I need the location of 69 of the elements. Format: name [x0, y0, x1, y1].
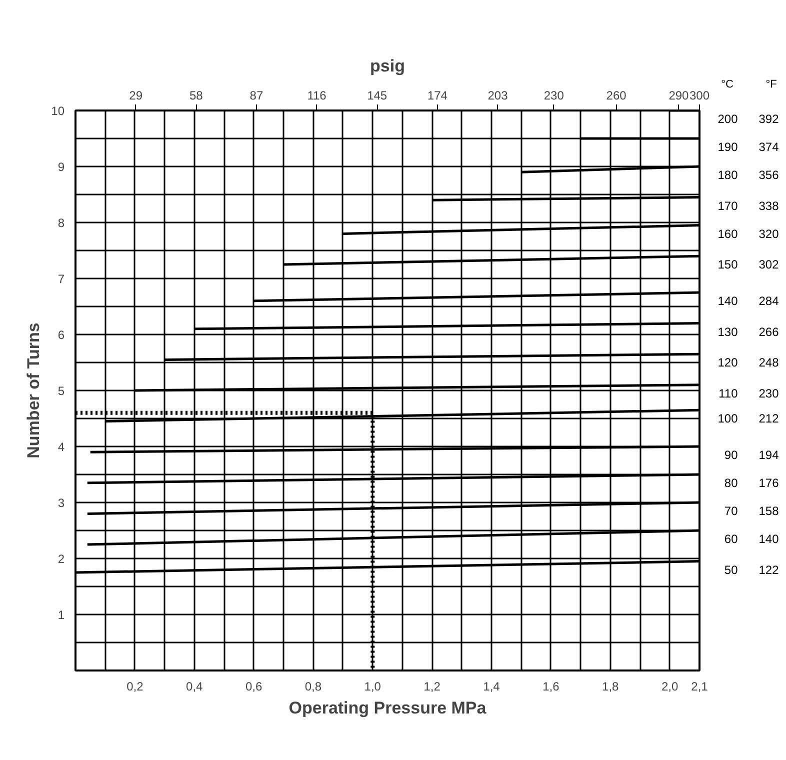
y-tick-label: 10 [51, 104, 65, 118]
y-tick-label: 6 [58, 328, 65, 342]
series-label: 100 [718, 412, 738, 426]
x2-axis-title: psig [370, 56, 405, 76]
text: 284 [758, 294, 780, 308]
y-tick-label: 9 [58, 160, 65, 174]
x2-tick-label: 116 [307, 88, 327, 102]
text: 80 [724, 476, 738, 490]
series-label: 150 [718, 258, 738, 272]
text: 194 [758, 448, 780, 462]
series-label: 160 [718, 226, 738, 241]
x2-tick-label: 29 [129, 88, 143, 102]
x-tick-label: 0,6 [245, 680, 262, 694]
x-tick-label: 2,0 [661, 680, 678, 694]
text: 212 [758, 412, 780, 426]
text: 248 [758, 356, 780, 370]
text: 158 [758, 504, 780, 518]
text: 392 [758, 112, 780, 126]
text: 374 [758, 140, 780, 154]
series-label: 130 [718, 324, 738, 339]
x2-tick-label: 87 [250, 88, 264, 102]
text: 338 [758, 198, 780, 213]
x-tick-label: 0,8 [304, 680, 322, 694]
series-label: 200 [718, 112, 738, 126]
series-label: 120 [718, 356, 738, 370]
text: °F [766, 78, 778, 90]
text: 302 [758, 258, 780, 272]
text: 50 [724, 562, 738, 577]
x2-tick-label: 145 [367, 88, 388, 102]
y-axis-title: Number of Turns [24, 322, 44, 458]
text: 122 [758, 562, 780, 577]
series-label: 140 [718, 294, 738, 308]
text: 230 [758, 386, 780, 400]
x-tick-label: 1,6 [542, 680, 560, 694]
text: 90 [724, 448, 738, 462]
text: 140 [758, 532, 780, 546]
x-tick-label: 0,4 [186, 680, 204, 694]
x-tick-label: 1,2 [424, 680, 441, 694]
y-tick-label: 3 [58, 496, 65, 510]
text: 356 [758, 168, 780, 182]
x-tick-label: 1,4 [483, 680, 500, 694]
y-tick-label: 8 [58, 216, 65, 230]
x-tick-label: 0,2 [126, 680, 144, 694]
y-tick-label: 2 [58, 552, 65, 566]
text: 266 [758, 324, 780, 339]
series-label: 170 [718, 198, 738, 213]
x-tick-label: 1,0 [364, 680, 382, 694]
text: °C [721, 78, 734, 90]
text: 176 [758, 476, 780, 490]
x-tick-label: 2,1 [691, 680, 708, 694]
series-label: 180 [718, 168, 738, 182]
x2-tick-label: 260 [606, 88, 627, 102]
y-tick-label: 5 [58, 384, 65, 398]
x2-tick-label: 203 [488, 88, 508, 102]
text: 60 [724, 532, 738, 546]
text: 70 [724, 504, 738, 518]
y-tick-label: 7 [58, 272, 65, 286]
x2-tick-label: 174 [427, 88, 448, 102]
series-label: 190 [718, 140, 738, 154]
x2-tick-label: 290 [668, 88, 690, 102]
series-label: 110 [718, 386, 738, 400]
x-axis-title: Operating Pressure MPa [288, 698, 487, 718]
x-tick-label: 1,8 [602, 680, 620, 694]
y-tick-label: 4 [58, 440, 65, 454]
y-tick-label: 1 [58, 608, 65, 622]
x2-tick-label: 300 [689, 88, 710, 102]
x2-tick-label: 58 [189, 88, 204, 102]
x2-tick-label: 230 [544, 88, 564, 102]
text: 320 [758, 226, 780, 241]
